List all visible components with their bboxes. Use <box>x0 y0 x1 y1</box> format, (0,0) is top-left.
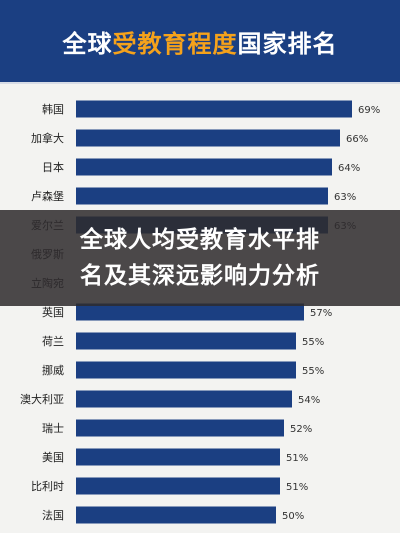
title-part-3: 国家排名 <box>237 29 338 58</box>
value-label: 55% <box>302 337 324 348</box>
chart-title: 全球 受教育程度 国家排名 <box>63 24 338 59</box>
headline-line-1: 全球人均受教育水平排 <box>80 227 320 253</box>
value-label: 55% <box>302 366 324 377</box>
title-part-2: 受教育程度 <box>112 29 238 58</box>
bar <box>76 361 296 379</box>
category-label: 加拿大 <box>31 131 64 145</box>
category-label: 挪威 <box>42 363 64 377</box>
bar <box>76 187 328 205</box>
category-label: 韩国 <box>42 102 64 116</box>
bar <box>76 448 280 466</box>
bar <box>76 303 304 321</box>
bar <box>76 129 340 147</box>
bar <box>76 100 352 118</box>
category-label: 英国 <box>42 305 64 319</box>
category-label: 瑞士 <box>42 421 64 435</box>
category-label: 美国 <box>42 451 64 464</box>
category-label: 法国 <box>42 508 64 522</box>
category-label: 荷兰 <box>42 335 64 348</box>
bar <box>76 158 332 176</box>
category-label: 比利时 <box>31 480 64 493</box>
value-label: 64% <box>338 163 360 174</box>
value-label: 63% <box>334 192 356 203</box>
value-label: 51% <box>286 482 308 493</box>
value-label: 52% <box>290 424 312 435</box>
bar <box>76 419 284 437</box>
bar <box>76 477 280 495</box>
headline-overlay: 全球人均受教育水平排 名及其深远影响力分析 <box>0 210 400 306</box>
category-label: 日本 <box>42 160 64 174</box>
value-label: 66% <box>346 134 368 145</box>
title-part-1: 全球 <box>62 29 113 58</box>
category-label: 澳大利亚 <box>20 392 64 406</box>
category-label: 卢森堡 <box>31 189 64 203</box>
value-label: 50% <box>282 511 304 522</box>
value-label: 57% <box>310 308 332 319</box>
bar <box>76 390 292 408</box>
value-label: 69% <box>358 105 380 116</box>
bar-chart: 韩国69%加拿大66%日本64%卢森堡63%爱尔兰63%俄罗斯立陶宛英国57%荷… <box>20 100 380 524</box>
bar <box>76 332 296 350</box>
bar <box>76 506 276 524</box>
title-banner: 全球 受教育程度 国家排名 <box>0 0 400 82</box>
value-label: 51% <box>286 453 308 464</box>
headline-line-2: 名及其深远影响力分析 <box>80 263 320 289</box>
value-label: 54% <box>298 395 320 406</box>
